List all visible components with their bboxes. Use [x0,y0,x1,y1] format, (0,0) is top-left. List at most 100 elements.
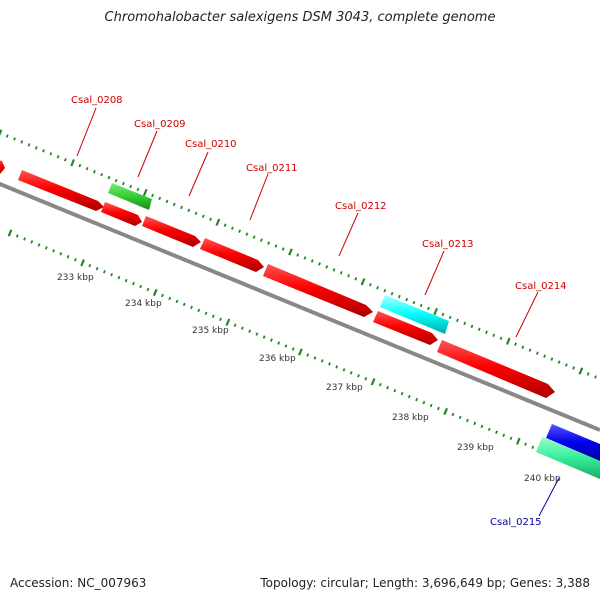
outer-track-minor-tick [376,285,380,290]
inner-track-minor-tick [364,377,368,381]
inner-track-minor-tick [386,385,390,390]
outer-track-major-tick [70,159,75,167]
outer-track-minor-tick [347,274,350,278]
outer-track-minor-tick [63,158,67,162]
outer-track-minor-tick [339,271,343,275]
outer-track-minor-tick [564,363,568,367]
inner-track-minor-tick [248,329,252,333]
inner-track-minor-tick [182,302,186,307]
gene-blue-arrow[interactable] [546,424,600,461]
inner-track-major-tick [7,229,13,237]
gene-csal-0212a-arrow[interactable] [200,238,264,272]
outer-track-minor-tick [303,256,307,260]
inner-track-minor-tick [52,249,55,253]
gene-csal-0214-arrow[interactable] [437,340,555,398]
gene-csal-0212b-arrow[interactable] [263,264,373,317]
gene-csal-0207-arrow[interactable] [0,159,5,174]
inner-track-minor-tick [124,278,128,283]
inner-track-minor-tick [393,388,397,393]
outer-track-major-tick [142,188,148,197]
inner-track-minor-tick [480,424,484,429]
inner-track-major-tick [443,407,449,416]
accession-text: Accession: NC_007963 [10,576,147,590]
inner-track-minor-tick [357,374,360,378]
inner-track-minor-tick [415,397,419,402]
inner-track-minor-tick [291,347,295,351]
outer-track-minor-tick [397,294,401,299]
outer-track-minor-tick [354,277,358,281]
outer-track-major-tick [215,218,221,226]
gene-csal-0213b-arrow[interactable] [373,311,438,345]
inner-track-minor-tick [400,391,404,396]
label-csal-0208: Csal_0208 [71,95,123,106]
inner-track-minor-tick [436,406,440,411]
inner-tick-track [7,229,600,476]
inner-track-minor-tick [110,272,114,277]
inner-track-minor-tick [59,252,63,256]
inner-track-minor-tick [211,314,215,319]
outer-track-minor-tick [405,297,409,302]
inner-track-minor-tick [262,335,266,339]
label-csal-0213: Csal_0213 [422,239,474,250]
inner-track-minor-tick [240,326,244,330]
outer-track-minor-tick [49,152,53,156]
outer-track-minor-tick [259,238,263,242]
inner-track-minor-tick [15,234,19,238]
leader-csal-0208 [76,107,97,157]
gene-csal-0208-arrow[interactable] [18,170,104,211]
inner-track-minor-tick [422,400,426,405]
gene-csal-0213-arrow[interactable] [380,295,449,334]
inner-track-minor-tick [458,415,462,420]
outer-track-minor-tick [78,163,82,168]
inner-track-major-tick [80,259,85,267]
genome-backbone [0,181,600,432]
label-csal-0209: Csal_0209 [134,119,186,130]
outer-track-major-tick [288,248,293,256]
outer-track-minor-tick [535,351,539,355]
gene-csal-0215-arrow[interactable] [536,437,600,479]
outer-track-major-tick [360,278,366,286]
inner-track-minor-tick [204,311,208,316]
outer-track-minor-tick [20,140,24,144]
inner-track-minor-tick [197,308,201,313]
outer-track-minor-tick [514,342,517,346]
gene-csal-0210-arrow[interactable] [101,202,142,226]
outer-track-minor-tick [281,247,285,251]
inner-track-minor-tick [495,430,498,435]
outer-track-minor-tick [238,229,242,233]
outer-track-minor-tick [165,199,169,204]
inner-track-minor-tick [269,338,273,342]
inner-track-minor-tick [255,332,259,336]
inner-track-minor-tick [313,356,317,360]
outer-track-minor-tick [56,155,60,159]
outer-track-minor-tick [441,312,445,317]
outer-track-minor-tick [267,241,271,245]
gene-csal-0211-arrow[interactable] [142,216,201,247]
leader-csal-0209 [137,130,158,178]
scale-label-239: 239 kbp [457,443,494,453]
outer-track-minor-tick [230,226,234,230]
leader-csal-0212 [338,212,359,257]
outer-track-minor-tick [586,372,590,376]
outer-track-minor-tick [209,217,212,222]
scale-label-236: 236 kbp [259,354,296,364]
outer-track-minor-tick [332,268,336,272]
scale-label-238: 238 kbp [392,413,429,423]
gene-csal-0209-arrow[interactable] [108,183,152,210]
outer-track-major-tick [578,367,584,375]
inner-track-minor-tick [37,243,41,247]
outer-track-minor-tick [296,253,300,257]
gene-label-leaders [76,107,560,517]
outer-track-minor-tick [318,262,321,266]
outer-track-minor-tick [419,303,423,308]
inner-track-minor-tick [132,281,135,286]
inner-track-minor-tick [233,323,237,327]
outer-track-minor-tick [34,146,38,150]
map-title: Chromohalobacter salexigens DSM 3043, co… [104,10,496,25]
outer-track-minor-tick [13,137,16,141]
outer-track-minor-tick [448,315,452,320]
scale-label-237: 237 kbp [326,383,363,393]
inner-track-minor-tick [502,433,506,438]
outer-track-minor-tick [194,211,198,216]
inner-track-minor-tick [190,305,193,310]
